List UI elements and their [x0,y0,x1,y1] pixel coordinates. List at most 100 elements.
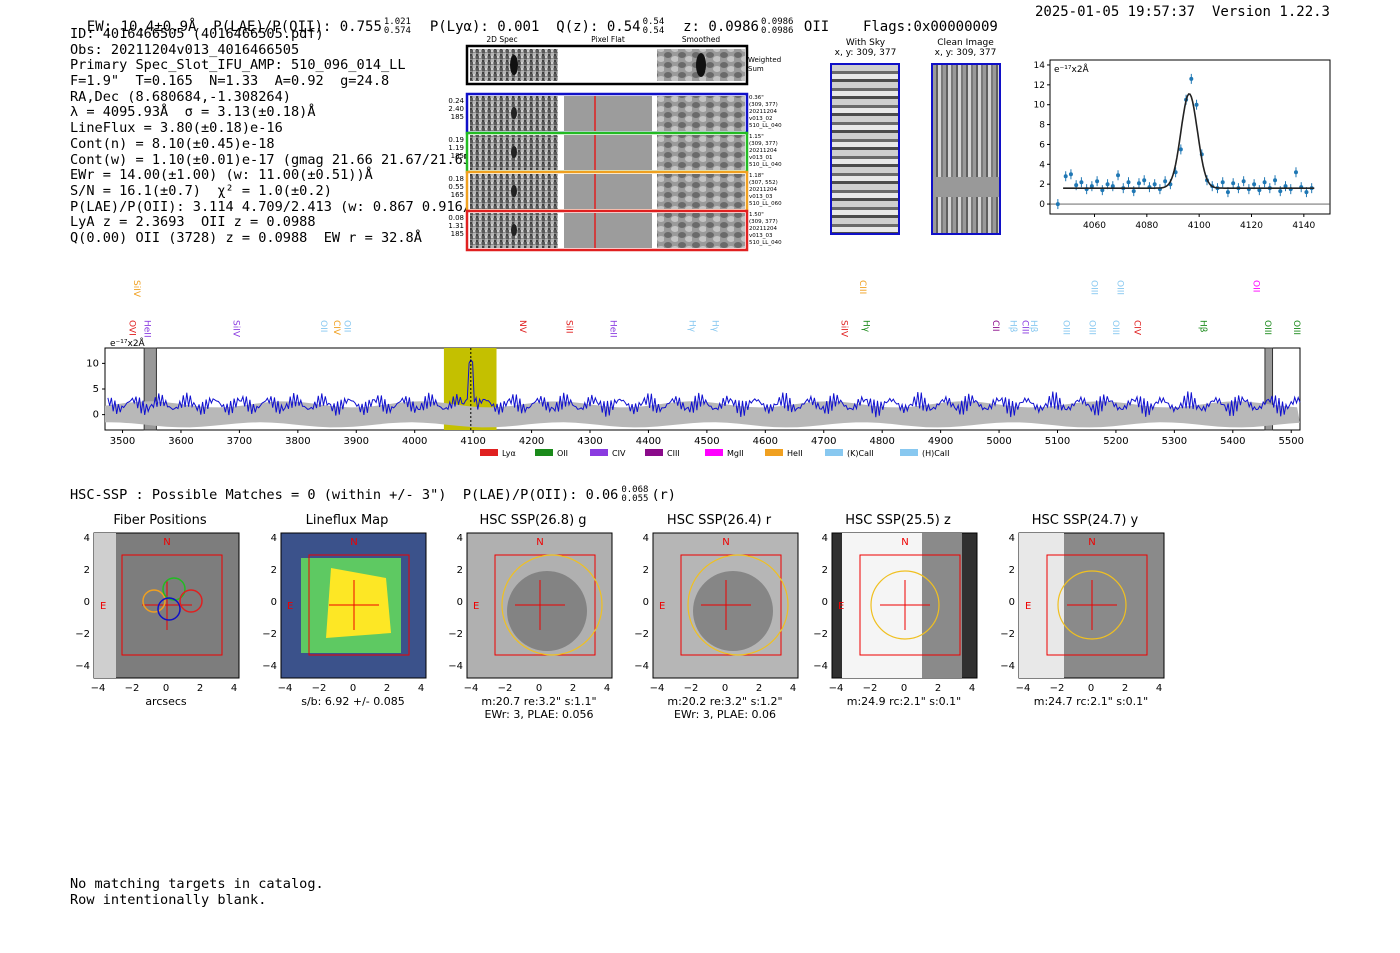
north-label: N [722,537,729,548]
x-tick-label: 4080 [1135,221,1158,231]
full-spectrum-svg: e⁻¹⁷x2Å 0 5 10 3500 3600 3700 3800 3900 4000 4100 4… [86,280,1304,458]
stamp-smoothed [657,96,745,131]
north-label: N [536,537,543,548]
stamp-right-info: 1.18" (307, 552) 20211204 v013_03 510_LL_060 [749,173,782,207]
emission-line-label: OIII [1110,320,1120,335]
panel-caption: m:20.7 re:3.2" s:1.1" EWr: 3, PLAE: 0.056 [449,695,629,721]
stamp-pixelflat [564,96,652,131]
panel-caption-line: EWr: 3, PLAE: 0.056 [484,708,594,721]
data-point [1194,102,1199,107]
x-tick-label: 3600 [168,436,193,447]
emission-line-label: Hβ [1008,320,1018,333]
data-point [1262,180,1267,185]
plae-lo: 0.574 [383,26,411,36]
y-tick-label: 2 [643,565,649,576]
x-tick-label: −4 [829,683,844,694]
x-tick-label: −2 [684,683,699,694]
east-label: E [838,601,844,612]
emission-line-label: OVI [127,320,137,336]
x-tick-label: 3900 [344,436,369,447]
stamp-2dspec-peak [511,185,517,197]
x-tick-label: −4 [1016,683,1031,694]
stamp-right-line: 0.36" [749,95,764,101]
x-tick-label: 4 [1156,683,1162,694]
emission-line-label: OIII [1060,320,1070,335]
emission-line-label: CIV [331,320,341,336]
emission-line-label: OIII [1087,320,1097,335]
x-tick-label: −4 [278,683,293,694]
panel-caption: m:24.9 rc:2.1" s:0.1" [814,695,994,708]
x-tick-label: −4 [464,683,479,694]
y-tick-label: 0 [457,597,463,608]
panel-caption-line: arcsecs [145,695,187,708]
z-lo: 0.0986 [760,26,794,36]
stamp-right-line: v013_01 [749,155,773,161]
x-tick-label: 4900 [928,436,953,447]
emission-line-label: CIV [1132,320,1142,336]
stamp-right-info: 1.15" (309, 377) 20211204 v013_01 510_LL_040 [749,134,782,168]
x-tick-label: −2 [312,683,327,694]
north-label: N [901,537,908,548]
emission-line-label: Hγ [686,320,696,333]
stamp-left-value: 165 [451,191,464,199]
x-tick-label: 4200 [519,436,544,447]
imaging-panel: HSC SSP(25.5) z N E −4 −2 0 2 4 4 2 0 −2 −4 m:24.9 rc… [808,510,988,725]
legend-label: (K)CaII [847,449,874,458]
stamp-smoothed [657,213,745,248]
imaging-panel: HSC SSP(26.8) g N E −4 −2 0 2 4 4 2 0 −2 −4 m:20.7 re… [443,510,623,725]
y-tick-label: 0 [84,597,90,608]
emission-line-label: CIII [857,280,867,294]
data-point [1055,202,1060,207]
x-tick-label: 2 [570,683,576,694]
y-tick-label: 6 [1039,140,1045,150]
panel-title: Lineflux Map [305,513,389,528]
y-tick-label: −2 [75,629,90,640]
x-tick-label: 3800 [285,436,310,447]
data-point [1257,188,1262,193]
hsc-summary: HSC-SSP : Possible Matches = 0 (within +… [70,486,676,504]
plae-value: P(LAE)/P(OII): 0.755 [213,19,382,35]
x-tick-label: 5300 [1162,436,1187,447]
weighted-sum-label: Weighted Sum [748,56,781,73]
y-tick-label: 4 [822,533,828,544]
data-point [1283,184,1288,189]
x-tick-label: 4100 [460,436,485,447]
stamp-right-line: v013_03 [749,194,773,200]
data-point [1189,76,1194,81]
stamp-left-value: 185 [451,230,464,238]
emission-line-label: NV [517,320,527,334]
x-tick-label: 4100 [1188,221,1211,231]
x-tick-label: 4 [418,683,424,694]
plya-value: P(Lyα): 0.001 [429,19,540,35]
panel-caption-line: m:24.7 rc:2.1" s:0.1" [1033,695,1149,708]
emission-line-label: Hγ [860,320,870,333]
clean-label: Clean Image [937,38,994,48]
data-point [1278,189,1283,194]
emission-line-label: OIII [1088,280,1098,295]
x-tick-label: 0 [901,683,907,694]
info-line: F=1.9" T=0.165 N=1.33 A=0.92 g=24.8 [70,73,390,90]
legend-label: MgII [727,449,744,458]
x-tick-label: 4 [790,683,796,694]
emission-line-label: Hγ [710,320,720,333]
data-point [1273,178,1278,183]
with-sky-xy: x, y: 309, 377 [834,48,897,58]
y-tick-label: 0 [93,410,99,421]
stamp-left-values: 0.18 0.55 165 [448,175,464,199]
qz-lo: 0.54 [642,26,665,36]
ellipse-aperture [501,554,603,656]
data-point [1100,188,1105,193]
y-tick-label: 4 [457,533,463,544]
panel-caption-line: m:20.2 re:3.2" s:1.2" [667,695,783,708]
data-point [1304,190,1309,195]
legend-label: Lyα [502,449,516,458]
y-tick-label: 12 [1034,81,1045,91]
x-tick-label: 5100 [1045,436,1070,447]
stamp-right-line: 20211204 [749,187,777,193]
stamp-right-line: (309, 377) [749,141,778,147]
legend-swatch [535,449,553,456]
legend-swatch [480,449,498,456]
stamp-right-line: v013_03 [749,233,773,239]
data-point [1110,184,1115,189]
panel-title: HSC SSP(26.8) g [479,513,587,528]
